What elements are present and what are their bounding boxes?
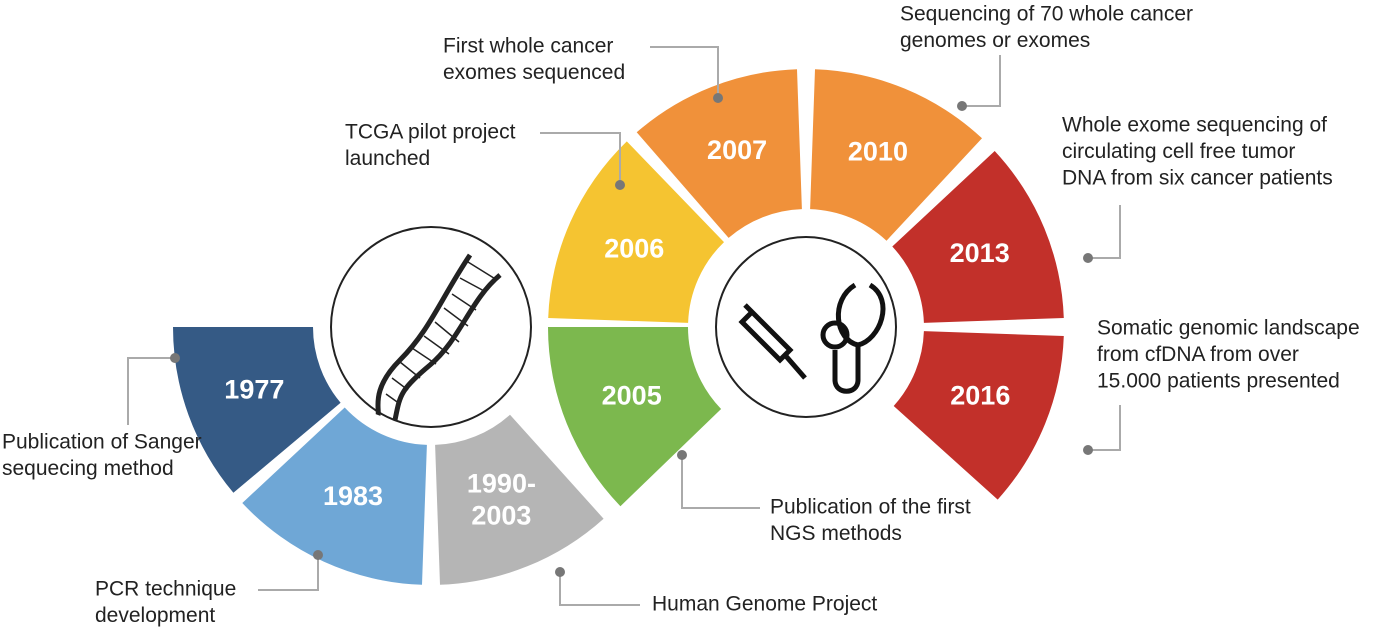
event-description: Human Genome Project — [652, 593, 877, 616]
event-description: sequecing method — [2, 457, 174, 480]
segment-year: 2003 — [471, 500, 531, 530]
leader-line — [650, 46, 719, 98]
leader-line — [127, 357, 175, 425]
leader-dot — [1083, 253, 1093, 263]
event-description: development — [95, 604, 215, 627]
leader-dot — [713, 93, 723, 103]
timeline-segment — [548, 327, 722, 507]
event-description: circulating cell free tumor — [1062, 140, 1295, 163]
timeline-segment — [242, 407, 427, 585]
event-description: PCR technique — [95, 578, 236, 601]
dna-circle — [330, 226, 532, 428]
event-description: launched — [345, 147, 430, 170]
segment-year: 2005 — [602, 381, 662, 411]
timeline-segment — [893, 331, 1064, 500]
event-description: NGS methods — [770, 522, 902, 545]
medical-circle — [715, 236, 897, 418]
leader-line — [258, 555, 319, 591]
segment-year: 2006 — [604, 234, 664, 264]
event-description: Whole exome sequencing of — [1062, 114, 1327, 137]
leader-dot — [615, 180, 625, 190]
event-description: genomes or exomes — [900, 29, 1090, 52]
leader-dot — [555, 567, 565, 577]
leader-line — [559, 572, 640, 606]
leader-line — [962, 55, 1001, 107]
segment-year: 1983 — [323, 481, 383, 511]
event-description: exomes sequenced — [443, 61, 625, 84]
timeline-segment — [435, 414, 604, 585]
event-description: Somatic genomic landscape — [1097, 317, 1360, 340]
leader-dot — [170, 353, 180, 363]
leader-line — [681, 455, 760, 509]
leader-dot — [1083, 445, 1093, 455]
event-description: First whole cancer — [443, 35, 613, 58]
leader-line — [1088, 405, 1121, 451]
timeline-segment — [548, 141, 724, 323]
medical-icon — [738, 282, 886, 394]
segment-year: 2016 — [950, 381, 1010, 411]
leader-line — [1088, 205, 1121, 259]
timeline-segment — [173, 327, 341, 493]
segment-year: 1977 — [224, 374, 284, 404]
leader-line — [540, 132, 621, 185]
leader-dot — [677, 450, 687, 460]
event-description: TCGA pilot project — [345, 121, 516, 144]
event-description: from cfDNA from over — [1097, 343, 1299, 366]
event-description: Sequencing of 70 whole cancer — [900, 3, 1193, 26]
timeline-segment — [636, 69, 802, 238]
segment-year: 1990- — [467, 468, 536, 498]
event-description: Publication of Sanger — [2, 431, 202, 454]
timeline-segment — [810, 69, 982, 241]
event-description: DNA from six cancer patients — [1062, 167, 1333, 190]
segment-year: 2013 — [950, 238, 1010, 268]
event-description: Publication of the first — [770, 496, 971, 519]
event-description: 15.000 patients presented — [1097, 370, 1340, 393]
timeline-segment — [892, 151, 1064, 323]
leader-dot — [313, 550, 323, 560]
segment-year: 2010 — [848, 136, 908, 166]
leader-dot — [957, 101, 967, 111]
dna-icon — [375, 253, 502, 421]
segment-year: 2007 — [707, 135, 767, 165]
